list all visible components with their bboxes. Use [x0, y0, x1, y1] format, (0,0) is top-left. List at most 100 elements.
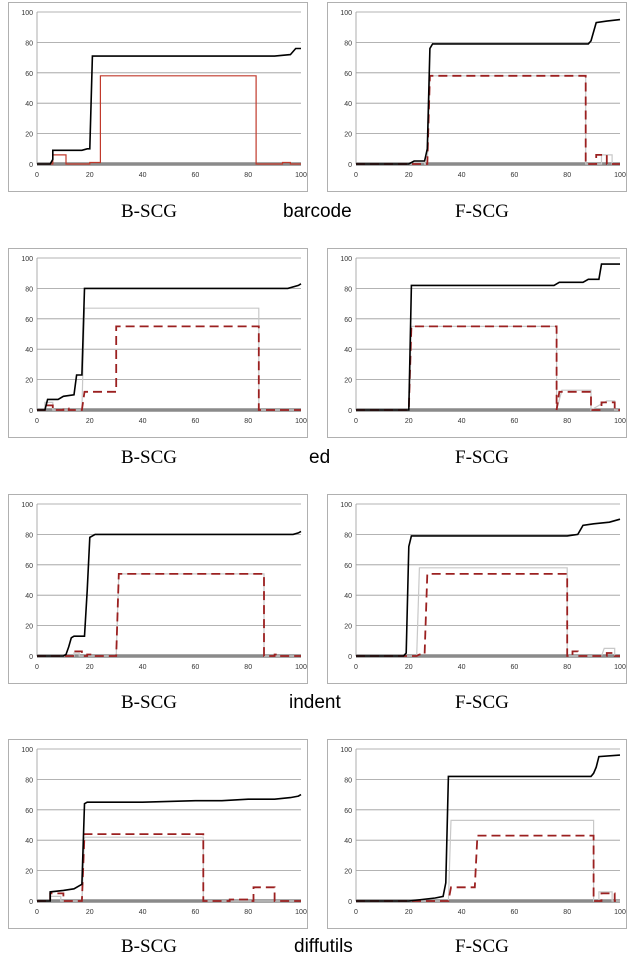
- y-tick-label: 60: [344, 808, 352, 815]
- x-tick-label: 20: [405, 418, 413, 425]
- y-tick-label: 40: [344, 347, 352, 354]
- chart-diffutils-fscg: 0 20 40 60 80 100 0 20 40 60 80 100: [327, 739, 627, 929]
- chart-frame: [327, 248, 627, 438]
- series-line-red-solid: [37, 75, 301, 165]
- x-tick-label: 0: [354, 664, 358, 671]
- x-tick-label: 40: [139, 909, 147, 916]
- y-tick-label: 20: [344, 378, 352, 385]
- x-tick-label: 100: [295, 418, 307, 425]
- chart-indent-bscg: 0 20 40 60 80 100 0 20 40 60 80 100: [8, 494, 308, 684]
- x-tick-label: 100: [614, 418, 626, 425]
- y-tick-label: 40: [25, 347, 33, 354]
- x-tick-label: 60: [511, 418, 519, 425]
- y-tick-label: 20: [344, 132, 352, 139]
- caption-program: diffutils: [294, 936, 353, 957]
- chart-frame: [327, 2, 627, 192]
- x-tick-label: 100: [614, 909, 626, 916]
- y-tick-label: 40: [25, 593, 33, 600]
- caption-program: barcode: [283, 201, 352, 222]
- x-tick-label: 0: [354, 909, 358, 916]
- y-tick-label: 100: [21, 502, 33, 509]
- y-tick-label: 0: [29, 162, 33, 169]
- x-tick-label: 20: [86, 418, 94, 425]
- series-line-black: [356, 754, 621, 902]
- y-tick-label: 60: [25, 808, 33, 815]
- y-tick-label: 80: [344, 532, 352, 539]
- series-line-black: [356, 518, 621, 657]
- y-tick-label: 40: [25, 101, 33, 108]
- chart-indent-fscg: 0 20 40 60 80 100 0 20 40 60 80 100: [327, 494, 627, 684]
- y-tick-label: 100: [21, 10, 33, 17]
- x-tick-label: 40: [139, 418, 147, 425]
- y-tick-label: 0: [348, 162, 352, 169]
- y-tick-label: 100: [340, 10, 352, 17]
- chart-frame: [327, 739, 627, 929]
- y-tick-label: 20: [344, 624, 352, 631]
- y-tick-label: 60: [25, 317, 33, 324]
- x-tick-label: 20: [405, 664, 413, 671]
- x-tick-label: 0: [35, 418, 39, 425]
- series-line-red-dashed: [356, 573, 620, 657]
- x-tick-label: 40: [139, 172, 147, 179]
- x-tick-label: 60: [192, 418, 200, 425]
- x-tick-label: 40: [139, 664, 147, 671]
- caption-left: B-SCG: [121, 201, 177, 222]
- chart-barcode-bscg: 0 20 40 60 80 100 0 20 40 60 80 100: [8, 2, 308, 192]
- y-tick-label: 80: [344, 286, 352, 293]
- y-tick-label: 40: [25, 838, 33, 845]
- y-tick-label: 0: [29, 654, 33, 661]
- x-tick-label: 100: [295, 664, 307, 671]
- y-tick-label: 100: [340, 502, 352, 509]
- x-tick-label: 100: [614, 172, 626, 179]
- chart-barcode-fscg: 0 20 40 60 80 100 0 20 40 60 80 100: [327, 2, 627, 192]
- y-tick-label: 40: [344, 838, 352, 845]
- y-tick-label: 80: [25, 532, 33, 539]
- y-tick-label: 0: [348, 408, 352, 415]
- x-tick-label: 40: [458, 418, 466, 425]
- caption-right: F-SCG: [455, 201, 509, 222]
- y-tick-label: 100: [340, 256, 352, 263]
- y-tick-label: 80: [344, 40, 352, 47]
- x-tick-label: 60: [192, 172, 200, 179]
- y-tick-label: 20: [25, 132, 33, 139]
- y-tick-label: 60: [344, 317, 352, 324]
- series-line-lightgray: [37, 307, 301, 411]
- y-tick-label: 80: [25, 777, 33, 784]
- x-tick-label: 0: [35, 664, 39, 671]
- x-tick-label: 100: [614, 664, 626, 671]
- x-tick-label: 60: [511, 172, 519, 179]
- chart-frame: [8, 248, 308, 438]
- x-tick-label: 60: [192, 909, 200, 916]
- x-tick-label: 60: [511, 664, 519, 671]
- x-tick-label: 80: [244, 172, 252, 179]
- chart-frame: [8, 2, 308, 192]
- y-tick-label: 0: [29, 408, 33, 415]
- x-tick-label: 40: [458, 909, 466, 916]
- series-line-red-dashed: [37, 325, 301, 411]
- chart-frame: [8, 494, 308, 684]
- y-tick-label: 60: [25, 71, 33, 78]
- y-tick-label: 0: [29, 899, 33, 906]
- caption-left: B-SCG: [121, 936, 177, 957]
- series-line-red-dashed: [356, 325, 620, 411]
- series-line-black: [37, 530, 302, 657]
- series-line-lightgray: [356, 75, 620, 165]
- x-tick-label: 80: [563, 172, 571, 179]
- y-tick-label: 20: [25, 624, 33, 631]
- x-tick-label: 0: [354, 418, 358, 425]
- x-tick-label: 20: [405, 172, 413, 179]
- x-tick-label: 80: [563, 909, 571, 916]
- series-line-red-dashed: [37, 573, 301, 657]
- x-tick-label: 20: [86, 909, 94, 916]
- caption-program: ed: [309, 447, 331, 468]
- y-tick-label: 80: [25, 40, 33, 47]
- series-line-black: [37, 793, 302, 902]
- caption-right: F-SCG: [455, 692, 509, 713]
- chart-ed-bscg: 0 20 40 60 80 100 0 20 40 60 80 100: [8, 248, 308, 438]
- y-tick-label: 100: [340, 747, 352, 754]
- chart-ed-fscg: 0 20 40 60 80 100 0 20 40 60 80 100: [327, 248, 627, 438]
- x-tick-label: 60: [511, 909, 519, 916]
- x-tick-label: 0: [354, 172, 358, 179]
- y-tick-label: 20: [25, 869, 33, 876]
- y-tick-label: 100: [21, 256, 33, 263]
